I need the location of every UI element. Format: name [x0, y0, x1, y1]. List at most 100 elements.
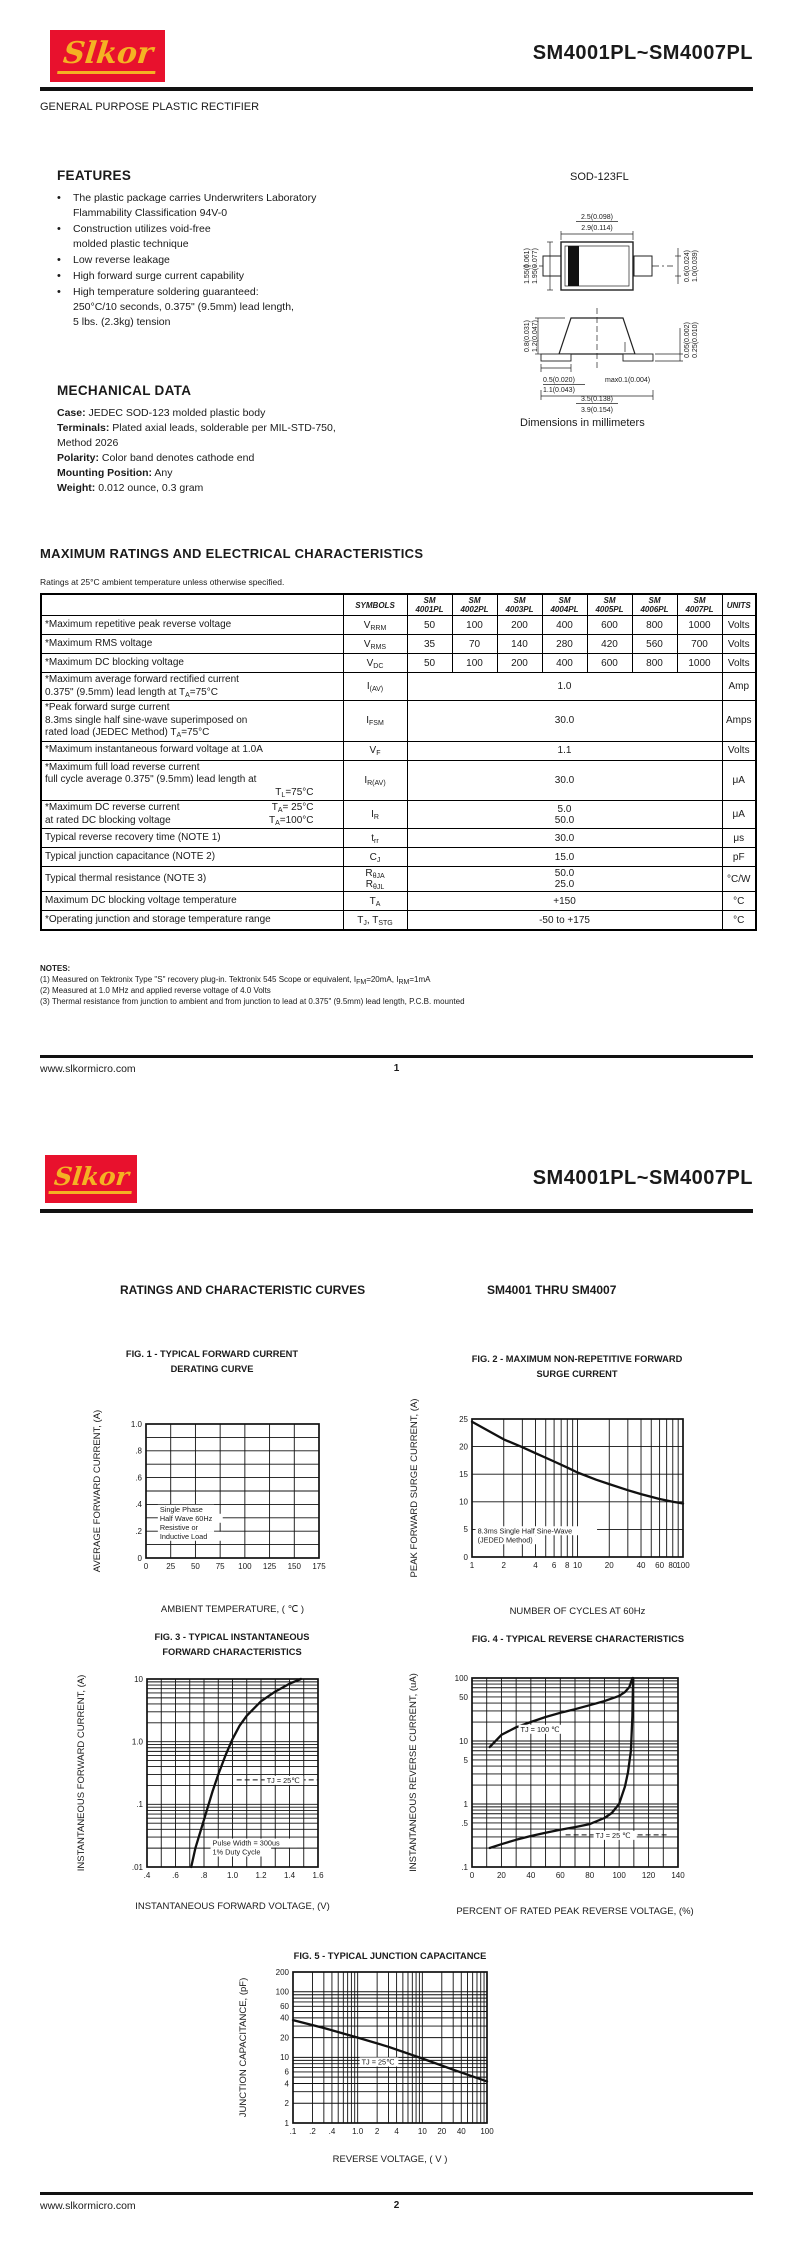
svg-text:6: 6: [552, 1561, 557, 1570]
svg-text:INSTANTANEOUS FORWARD VOLTAGE,: INSTANTANEOUS FORWARD VOLTAGE, (V): [135, 1901, 330, 1912]
symbol-cell: VDC: [342, 653, 408, 673]
svg-text:Single Phase: Single Phase: [160, 1505, 203, 1514]
mechanical-item: Terminals: Plated axial leads, solderabl…: [57, 422, 336, 434]
svg-text:0: 0: [464, 1553, 469, 1562]
header-symbols: SYMBOLS: [342, 593, 408, 616]
mechanical-item: Case: JEDEC SOD-123 molded plastic body: [57, 407, 266, 419]
svg-text:10: 10: [573, 1561, 582, 1570]
svg-text:Inductive Load: Inductive Load: [160, 1532, 207, 1541]
feature-item: • Low reverse leakage: [57, 254, 170, 266]
bullet-icon: •: [57, 286, 61, 298]
svg-text:AMBIENT TEMPERATURE, ( ℃ ): AMBIENT TEMPERATURE, ( ℃ ): [161, 1604, 304, 1615]
svg-text:FIG. 4 - TYPICAL REVERSE CHARA: FIG. 4 - TYPICAL REVERSE CHARACTERISTICS: [472, 1634, 684, 1644]
table-row: *Maximum average forward rectified curre…: [40, 672, 757, 701]
symbol-cell: VRMS: [342, 634, 408, 654]
svg-text:60: 60: [655, 1561, 664, 1570]
table-row: *Maximum instantaneous forward voltage a…: [40, 740, 757, 761]
symbol-cell: IR: [342, 800, 408, 829]
svg-text:FIG. 3 - TYPICAL INSTANTANEOUS: FIG. 3 - TYPICAL INSTANTANEOUS: [155, 1632, 310, 1642]
value-cell: 420: [586, 634, 633, 654]
svg-text:JUNCTION CAPACITANCE, (pF): JUNCTION CAPACITANCE, (pF): [238, 1978, 249, 2118]
value-cell: 35: [406, 634, 453, 654]
value-span-cell: +150: [406, 891, 723, 911]
bullet-icon: •: [57, 192, 61, 204]
svg-text:TJ = 25℃: TJ = 25℃: [267, 1776, 300, 1785]
notes-heading: NOTES:: [40, 964, 71, 973]
value-cell: 1000: [676, 615, 723, 635]
param-cell: *Maximum DC blocking voltage: [40, 653, 344, 673]
value-span-cell: 30.0: [406, 759, 723, 801]
svg-text:AVERAGE FORWARD CURRENT, (A): AVERAGE FORWARD CURRENT, (A): [92, 1410, 103, 1572]
value-cell: 600: [586, 615, 633, 635]
svg-text:40: 40: [526, 1871, 535, 1880]
header-part: SM 4003PL: [496, 593, 543, 616]
svg-text:.8: .8: [201, 1871, 208, 1880]
symbol-cell: trr: [342, 828, 408, 848]
svg-text:1: 1: [285, 2119, 290, 2128]
dim-top-width-max: 2.9(0.114): [581, 225, 612, 232]
feature-item: • High temperature soldering guaranteed: 2…: [57, 286, 294, 328]
svg-text:15: 15: [459, 1470, 468, 1479]
ratings-condition: Ratings at 25°C ambient temperature unle…: [40, 577, 285, 587]
table-row: *Maximum full load reverse current full c…: [40, 759, 757, 801]
header-part: SM 4006PL: [631, 593, 678, 616]
page-title-2: SM4001PL~SM4007PL: [532, 1167, 753, 1189]
note-item: (3) Thermal resistance from junction to …: [40, 997, 465, 1006]
svg-text:40: 40: [280, 2014, 289, 2023]
unit-cell: °C/W: [721, 866, 757, 892]
value-span-cell: 1.0: [406, 672, 723, 701]
table-row: Typical junction capacitance (NOTE 2) CJ 1…: [40, 847, 757, 867]
unit-cell: Volts: [721, 615, 757, 635]
bullet-icon: •: [57, 254, 61, 266]
table-row: Typical thermal resistance (NOTE 3) RθJA R…: [40, 866, 757, 892]
param-cell: Typical thermal resistance (NOTE 3): [40, 866, 344, 892]
unit-cell: μA: [721, 759, 757, 801]
package-drawing: 2.5(0.098) 2.9(0.114) 1.55(0.061) 1.95(0…: [523, 214, 699, 414]
svg-text:.4: .4: [144, 1871, 151, 1880]
svg-text:FIG. 5 - TYPICAL JUNCTION CAPA: FIG. 5 - TYPICAL JUNCTION CAPACITANCE: [294, 1951, 487, 1961]
features-list: • The plastic package carries Underwriter…: [57, 191, 387, 331]
dim-side-height-min: 0.8(0.031): [524, 320, 531, 352]
svg-text:PERCENT OF RATED PEAK REVERSE: PERCENT OF RATED PEAK REVERSE VOLTAGE, (…: [456, 1906, 693, 1917]
mechanical-heading: MECHANICAL DATA: [57, 383, 192, 398]
svg-text:10: 10: [418, 2127, 427, 2136]
svg-text:DERATING CURVE: DERATING CURVE: [171, 1364, 254, 1374]
footer-site-page2: www.slkormicro.com: [40, 2200, 136, 2212]
footer-page-number-2: 2: [393, 2200, 400, 2211]
svg-text:200: 200: [276, 1968, 290, 1977]
svg-text:8.3ms Single Half Sine-Wave: 8.3ms Single Half Sine-Wave: [478, 1526, 573, 1535]
svg-text:4: 4: [285, 2079, 290, 2088]
value-cell: 400: [541, 653, 588, 673]
header-part: SM 4004PL: [541, 593, 588, 616]
logo-text: Slkor: [56, 36, 159, 74]
svg-text:0: 0: [144, 1562, 149, 1571]
table-row: *Maximum RMS voltage VRMS 35 70 140 280 420 560…: [40, 634, 757, 654]
package-name: SOD-123FL: [570, 171, 629, 183]
value-cell: 200: [496, 615, 543, 635]
symbol-cell: VRRM: [342, 615, 408, 635]
svg-text:TJ = 25 ℃: TJ = 25 ℃: [596, 1831, 631, 1840]
dim-lead-max: 1.0(0.039): [692, 250, 699, 282]
unit-cell: μA: [721, 800, 757, 829]
svg-text:FORWARD CHARACTERISTICS: FORWARD CHARACTERISTICS: [162, 1647, 301, 1657]
svg-text:100: 100: [612, 1871, 626, 1880]
param-cell: Typical junction capacitance (NOTE 2): [40, 847, 344, 867]
mechanical-item: Weight: 0.012 ounce, 0.3 gram: [57, 482, 204, 494]
param-cell: *Operating junction and storage temperat…: [40, 910, 344, 931]
subtitle: GENERAL PURPOSE PLASTIC RECTIFIER: [40, 101, 260, 113]
curves-range: SM4001 THRU SM4007: [487, 1283, 617, 1297]
value-cell: 100: [451, 653, 498, 673]
value-span-cell: 30.0: [406, 700, 723, 742]
svg-text:100: 100: [455, 1674, 469, 1683]
dim-total-min: 3.5(0.138): [581, 396, 613, 403]
value-cell: 700: [676, 634, 723, 654]
unit-cell: pF: [721, 847, 757, 867]
svg-text:SURGE CURRENT: SURGE CURRENT: [536, 1369, 617, 1379]
dim-pad-min: 0.5(0.020): [543, 377, 575, 384]
table-row: *Maximum DC reverse current TA= 25°C at ra…: [40, 800, 757, 829]
svg-text:4: 4: [533, 1561, 538, 1570]
dimension-caption: Dimensions in millimeters: [520, 417, 645, 429]
logo-text-2: Slkor: [48, 1162, 134, 1194]
table-row: *Peak forward surge current 8.3ms single …: [40, 700, 757, 742]
